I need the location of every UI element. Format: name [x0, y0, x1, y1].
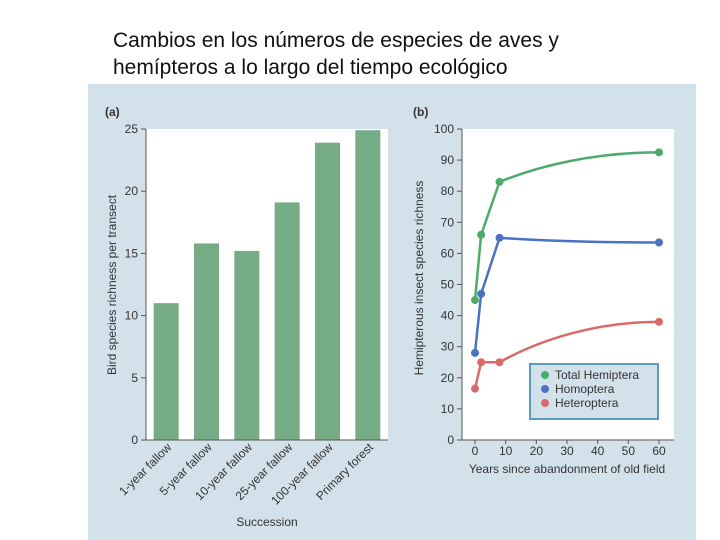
series-point-total-hemiptera: [655, 148, 663, 157]
bar-series: [153, 130, 381, 440]
legend-marker: [541, 385, 549, 393]
series-point-heteroptera: [495, 358, 504, 367]
bar-2: [194, 243, 219, 440]
line-y-tick-label: 100: [434, 122, 454, 136]
line-x-tick-label: 40: [591, 444, 605, 458]
bar-3: [234, 250, 260, 440]
series-point-homoptera: [477, 289, 486, 298]
line-y-tick-label: 80: [441, 184, 455, 198]
line-y-tick-label: 60: [441, 246, 455, 260]
series-point-heteroptera: [655, 317, 663, 326]
legend-marker: [541, 371, 549, 379]
bar-y-tick-label: 5: [131, 371, 138, 385]
line-x-ticks: 0 10 20 30 40 50 60: [472, 440, 666, 458]
line-y-tick-label: 40: [441, 309, 455, 323]
bar-y-tick-label: 10: [125, 309, 139, 323]
line-x-tick-label: 60: [652, 444, 666, 458]
legend-label: Total Hemiptera: [555, 368, 639, 382]
slide-title-line2: hemípteros a lo largo del tiempo ecológi…: [113, 56, 508, 79]
line-x-tick-label: 50: [622, 444, 636, 458]
series-point-total-hemiptera: [477, 230, 486, 239]
bar-4: [274, 202, 300, 440]
line-y-tick-label: 90: [441, 153, 455, 167]
legend-marker: [541, 399, 549, 407]
series-point-heteroptera: [471, 384, 479, 393]
line-y-tick-label: 20: [441, 371, 455, 385]
legend-label: Heteroptera: [555, 396, 619, 410]
bar-y-ticks: 0 5 10 15 20 25: [125, 122, 146, 447]
bar-x-axis-label: Succession: [236, 515, 297, 529]
line-y-tick-label: 0: [447, 433, 454, 447]
line-y-tick-label: 10: [441, 402, 455, 416]
line-y-tick-label: 30: [441, 340, 455, 354]
legend-box: [529, 363, 659, 420]
line-x-tick-label: 0: [472, 444, 479, 458]
line-x-tick-label: 30: [560, 444, 574, 458]
line-series: [471, 148, 663, 393]
bar-5: [315, 142, 340, 440]
bar-y-tick-label: 20: [125, 184, 139, 198]
legend-label: Homoptera: [555, 382, 615, 396]
series-point-homoptera: [495, 233, 504, 242]
bar-6: [355, 130, 381, 440]
bar-y-axis-label: Bird species richness per transect: [105, 194, 119, 375]
line-y-tick-label: 70: [441, 215, 455, 229]
line-x-tick-label: 10: [499, 444, 513, 458]
line-chart: (b) 0 10 20 30 40 50 60 70 80 90 100 0 10 20 30 40 50 60…: [412, 105, 674, 476]
panel-label-a: (a): [105, 105, 120, 119]
line-y-tick-label: 50: [441, 278, 455, 292]
panel-label-b: (b): [413, 105, 428, 119]
line-y-axis-label: Hemipterous insect species richness: [412, 181, 426, 376]
series-point-heteroptera: [477, 358, 486, 367]
bar-y-tick-label: 0: [131, 433, 138, 447]
slide-title: Cambios en los números de especies de av…: [113, 27, 693, 81]
series-point-homoptera: [655, 238, 663, 247]
series-point-total-hemiptera: [495, 177, 504, 186]
series-point-homoptera: [471, 348, 479, 357]
line-y-ticks: 0 10 20 30 40 50 60 70 80 90 100: [434, 122, 462, 447]
line-x-axis-label: Years since abandonment of old field: [469, 462, 665, 476]
line-x-tick-label: 20: [530, 444, 544, 458]
bar-1: [153, 303, 179, 440]
slide-title-line1: Cambios en los números de especies de av…: [113, 29, 559, 52]
bar-y-tick-label: 15: [125, 246, 139, 260]
bar-plot-area: [146, 129, 388, 440]
bar-y-tick-label: 25: [125, 122, 139, 136]
series-point-total-hemiptera: [471, 296, 479, 305]
